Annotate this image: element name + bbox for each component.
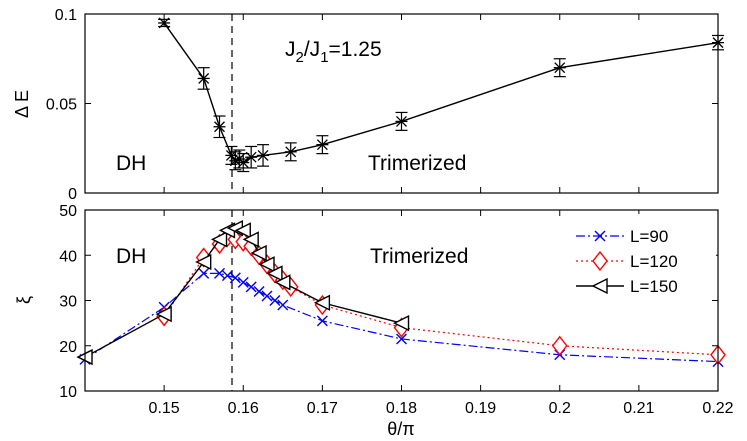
marker-triangle [313,294,331,311]
bottom-x-tick-label: 0.22 [702,400,733,417]
delta-e-point [553,58,566,78]
bottom-x-tick-label: 0.21 [623,400,654,417]
legend-marker-triangle [591,277,608,295]
bottom-y-tick-label: 50 [59,203,77,220]
marker-triangle [266,265,283,282]
bottom-x-tick-label: 0.18 [386,400,417,417]
marker-x [214,267,226,279]
marker-triangle [274,274,291,291]
marker-x [277,299,289,311]
marker-triangle [392,314,410,332]
delta-e-point [284,142,297,162]
bottom-x-ticks: 0.15 0.16 0.17 0.18 0.19 0.2 0.21 0.22 [149,210,734,417]
bottom-x-tick-label: 0.19 [465,400,496,417]
legend-label-l90: L=90 [630,227,668,246]
marker-x [269,295,281,306]
bottom-y-tick-label: 20 [59,339,77,356]
delta-e-point [245,145,258,169]
marker-triangle [234,222,251,239]
bottom-y-tick-label: 30 [59,294,77,311]
marker-x [237,276,249,288]
delta-e-point [158,17,171,29]
marker-x [245,281,257,293]
top-y-tick-label: 0 [68,186,77,203]
top-y-ticks: 0 0.05 0.1 [46,7,719,203]
bottom-x-tick-label: 0.17 [307,400,338,417]
bottom-y-label: ξ [14,296,34,304]
delta-e-line [163,22,719,164]
bottom-trimerized-label: Trimerized [370,245,468,268]
ratio-value: =1.25 [329,38,382,61]
top-panel: 0 0.05 0.1 Δ E J2/J1=1.25 DH Trimerized [12,7,724,203]
ratio-sub-1: 1 [320,49,328,66]
legend-entry-l150: L=150 [576,277,678,296]
top-y-tick-label: 0.1 [55,7,77,24]
marker-x [253,285,265,297]
series-l150 [76,219,410,366]
legend-box [570,214,716,296]
top-plot-area [158,17,724,173]
marker-x [221,270,233,282]
legend-label-l120: L=120 [630,252,678,271]
marker-triangle [210,231,228,248]
top-trimerized-label: Trimerized [368,152,466,175]
marker-x [261,290,273,302]
bottom-x-label: θ/π [387,419,414,439]
top-y-label: Δ E [12,90,32,118]
ratio-sub-2: 2 [296,49,304,66]
legend-marker-x [594,230,606,242]
bottom-y-tick-label: 40 [59,248,77,265]
bottom-y-ticks: 10 20 30 40 50 [59,203,718,401]
marker-triangle [250,244,267,262]
series-line [84,272,719,363]
marker-triangle [195,253,212,271]
bottom-x-tick-label: 0.16 [228,400,259,417]
marker-x [316,315,328,327]
legend-entry-l120: L=120 [576,250,678,272]
delta-e-point [395,111,408,131]
ratio-annotation: J2/J1=1.25 [285,38,382,66]
marker-x [198,267,210,279]
top-dh-label: DH [116,152,146,175]
marker-triangle [258,256,275,273]
legend-entry-l90: L=90 [576,227,668,246]
marker-x [229,272,241,284]
delta-e-point [316,135,329,155]
ratio-j: J [285,38,296,61]
bottom-y-tick-label: 10 [59,384,77,401]
ratio-slash: /J [304,38,320,61]
marker-diamond [551,335,568,356]
bottom-x-tick-label: 0.2 [549,400,571,417]
marker-triangle [155,305,172,323]
top-y-tick-label: 0.05 [46,97,77,114]
legend: L=90 L=120 L=150 [570,214,716,296]
delta-e-point [213,115,226,139]
bottom-dh-label: DH [116,245,146,268]
legend-label-l150: L=150 [630,277,678,296]
bottom-x-tick-label: 0.15 [149,400,180,417]
delta-e-point [197,67,210,90]
bottom-plot-area [76,219,726,368]
delta-e-point [257,144,270,167]
marker-triangle [242,231,259,248]
marker-x [396,333,407,345]
legend-marker-diamond [592,250,608,272]
